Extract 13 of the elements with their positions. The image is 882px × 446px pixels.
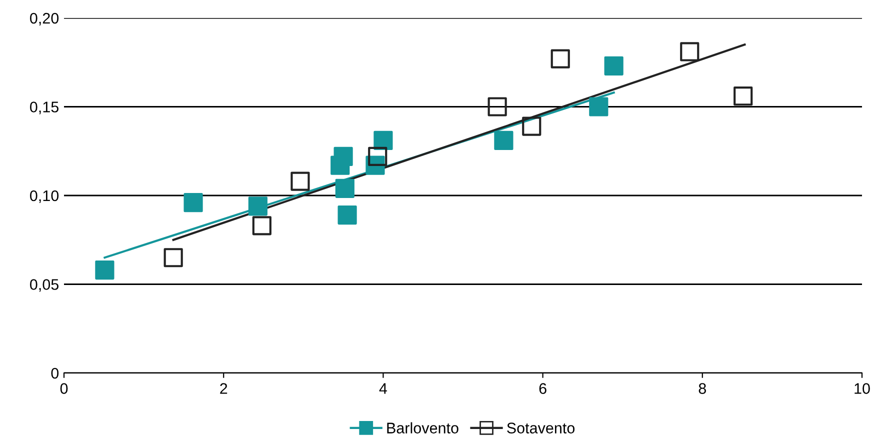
- y-tick-label: 0,10: [30, 190, 59, 203]
- x-tick-label: 8: [698, 383, 706, 394]
- x-tick-label: 2: [220, 383, 228, 394]
- legend-label: Sotavento: [507, 422, 575, 434]
- y-tick-label: 0: [51, 368, 59, 379]
- x-tick-label: 0: [60, 383, 68, 394]
- y-tick-label: 0,05: [30, 279, 58, 292]
- y-tick-label: 0,15: [30, 102, 58, 114]
- x-tick-label: 4: [379, 383, 387, 394]
- y-tick-label: 0,20: [30, 12, 59, 26]
- x-tick-label: 6: [539, 383, 546, 394]
- x-tick-label: 10: [854, 383, 870, 394]
- legend-label: Barlovento: [387, 422, 458, 434]
